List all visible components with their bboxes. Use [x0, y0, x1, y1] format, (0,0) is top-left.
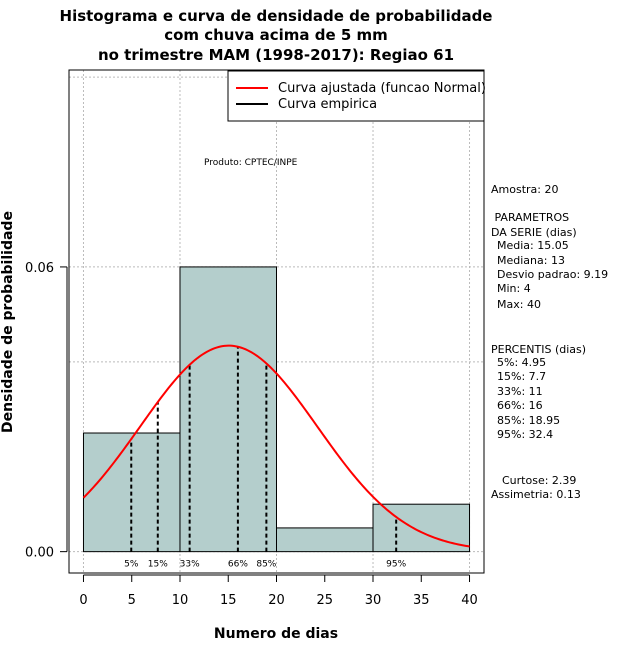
- x-tick-label: 15: [220, 593, 237, 608]
- percentile-labels: 5% 15% 33% 66% 85% 95%: [124, 560, 407, 570]
- stat-stddev: Desvio padrao: 9.19: [497, 268, 608, 281]
- title-line-3: no trimestre MAM (1998-2017): Regiao 61: [98, 46, 454, 64]
- stat-kurtosis: Curtose: 2.39: [502, 474, 576, 487]
- stat-p15: 15%: 7.7: [497, 370, 546, 383]
- histogram-bars: [82, 266, 471, 553]
- parameters-subtitle: DA SERIE (dias): [491, 226, 577, 239]
- percentiles-title: PERCENTIS (dias): [491, 343, 586, 356]
- legend-label-empirical: Curva empirica: [278, 97, 377, 112]
- stat-skewness: Assimetria: 0.13: [491, 488, 581, 501]
- stat-p85: 85%: 18.95: [497, 414, 560, 427]
- y-tick-label: 0.00: [25, 546, 54, 561]
- percentile-label: 33%: [180, 560, 200, 570]
- percentile-label: 85%: [256, 560, 276, 570]
- sample-size: Amostra: 20: [491, 183, 558, 196]
- legend-box: [227, 70, 485, 122]
- x-tick-label: 35: [413, 593, 430, 608]
- normal-curve: [82, 344, 470, 548]
- legend: Curva ajustada (funcao Normal) Curva emp…: [227, 70, 486, 122]
- plot-frame: [68, 69, 485, 574]
- percentile-label: 5%: [124, 560, 139, 570]
- title-line-1: Histograma e curva de densidade de proba…: [60, 7, 493, 25]
- x-tick-label: 0: [79, 593, 87, 608]
- x-tick-label: 20: [268, 593, 285, 608]
- x-tick-label: 10: [172, 593, 189, 608]
- percentile-label: 95%: [386, 560, 406, 570]
- parameters-title: PARAMETROS: [491, 211, 569, 224]
- x-tick-label: 30: [365, 593, 382, 608]
- stat-min: Min: 4: [497, 282, 531, 295]
- y-tick-label: 0.06: [25, 261, 54, 276]
- x-tick-label: 40: [461, 593, 478, 608]
- percentile-label: 66%: [228, 560, 248, 570]
- stat-p5: 5%: 4.95: [497, 356, 546, 369]
- x-axis-label: Numero de dias: [214, 626, 338, 642]
- y-axis: 0.00 0.06: [25, 261, 68, 561]
- chart-title: Histograma e curva de densidade de proba…: [60, 7, 493, 64]
- stat-mean: Media: 15.05: [497, 239, 569, 252]
- x-tick-label: 25: [316, 593, 333, 608]
- x-axis: 0 5 10 15 20 25 30 35 40: [79, 574, 478, 608]
- stat-p66: 66%: 16: [497, 399, 543, 412]
- statistics-panel: Amostra: 20 PARAMETROS DA SERIE (dias) M…: [491, 183, 608, 501]
- x-tick-label: 5: [128, 593, 136, 608]
- y-axis-label: Densidade de probabilidade: [0, 211, 16, 433]
- percentile-label: 15%: [148, 560, 168, 570]
- stat-median: Mediana: 13: [497, 254, 565, 267]
- stat-p33: 33%: 11: [497, 385, 543, 398]
- legend-label-normal: Curva ajustada (funcao Normal): [278, 81, 486, 96]
- product-label: Produto: CPTEC/INPE: [204, 158, 298, 168]
- stat-p95: 95%: 32.4: [497, 428, 553, 441]
- histogram-bar: [276, 527, 374, 553]
- histogram-bar: [179, 266, 277, 553]
- stat-max: Max: 40: [497, 298, 541, 311]
- percentile-lines: [130, 346, 398, 552]
- title-line-2: com chuva acima de 5 mm: [164, 26, 388, 44]
